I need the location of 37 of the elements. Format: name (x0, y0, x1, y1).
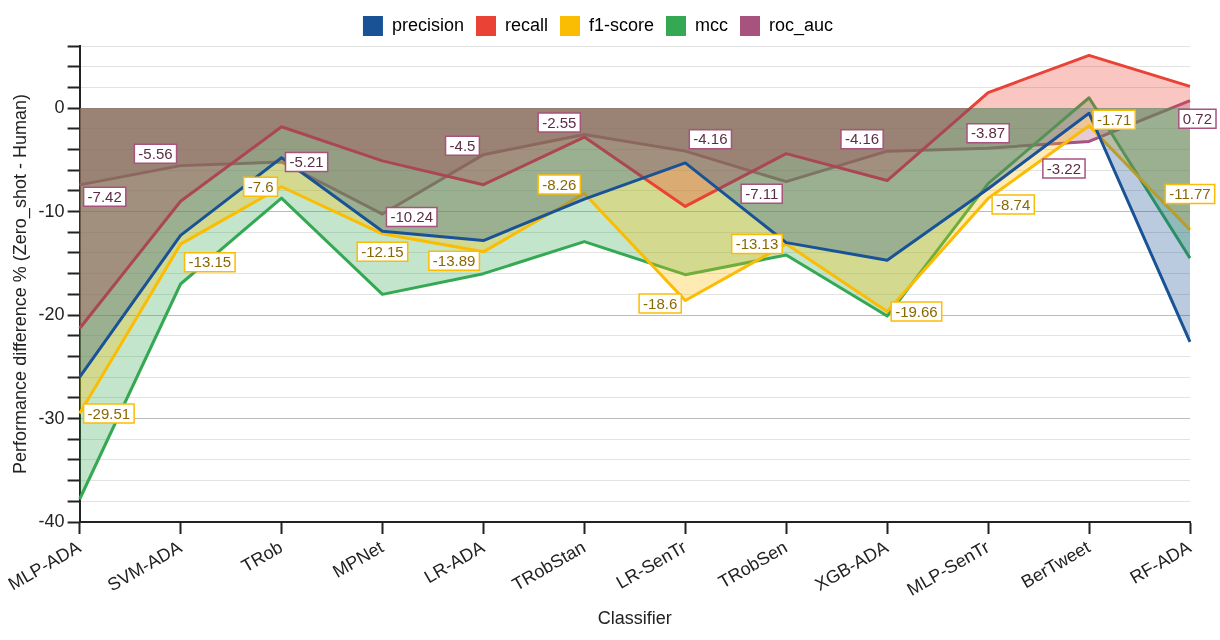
data-label: -7.6 (247, 177, 274, 195)
data-label: -5.56 (138, 144, 173, 162)
data-label: -29.51 (87, 404, 131, 422)
legend-label: precision (391, 14, 464, 35)
data-label: -2.55 (542, 113, 577, 131)
x-axis-title: Classifier (597, 608, 672, 629)
data-label: -5.21 (289, 153, 324, 171)
data-label: 0.72 (1182, 109, 1212, 127)
data-label: -4.16 (844, 130, 880, 148)
data-label: -7.11 (745, 184, 779, 202)
data-label: -3.22 (1046, 159, 1082, 177)
data-label: -1.71 (1097, 110, 1132, 128)
y-tick-label: 0 (54, 97, 65, 118)
data-label: -13.15 (188, 253, 232, 271)
data-label: -18.6 (643, 294, 678, 312)
legend-label: mcc (695, 14, 729, 35)
data-label: -3.87 (971, 124, 1006, 142)
x-tick-label: TRob (237, 536, 286, 577)
y-axis-title: Performance difference % (Zero_shot - Human) (9, 94, 31, 474)
data-label: -8.26 (542, 175, 577, 193)
data-label: -8.74 (996, 195, 1031, 213)
y-tick-label: -10 (38, 200, 65, 221)
legend-label: roc_auc (769, 14, 834, 36)
legend-label: f1-score (589, 14, 655, 35)
data-label: -10.24 (390, 208, 433, 226)
y-tick-label: -40 (38, 510, 65, 531)
y-tick-label: -20 (38, 304, 65, 325)
data-label: -12.15 (361, 242, 404, 260)
data-label: -11.77 (1169, 185, 1211, 203)
legend-label: recall (504, 14, 548, 35)
data-label: -13.13 (735, 235, 779, 253)
data-label: -4.16 (693, 130, 728, 148)
data-label: -7.42 (87, 188, 122, 206)
data-label: -19.66 (895, 302, 938, 320)
y-tick-label: -30 (38, 407, 65, 428)
data-label: -13.89 (432, 251, 476, 269)
data-label: -4.5 (449, 136, 476, 154)
